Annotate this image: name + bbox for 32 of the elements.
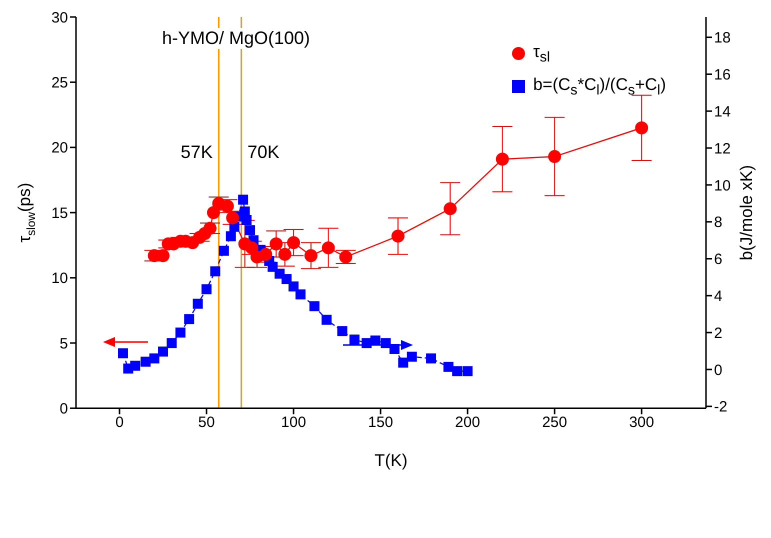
y2-tick-label: 6 [714, 251, 722, 268]
y-tick-label: 0 [60, 400, 68, 418]
x-tick-label: 50 [198, 414, 215, 431]
annotation: h-YMO/ MgO(100) [160, 28, 312, 49]
y2-tick-label: 18 [714, 30, 731, 47]
y-tick-label: 5 [60, 335, 68, 352]
y2-tick-label: 10 [714, 177, 731, 194]
y2-tick-label: 2 [714, 324, 722, 342]
x-tick-label: 0 [115, 414, 124, 431]
y2-tick-label: -2 [714, 398, 728, 416]
y-tick-label: 10 [51, 270, 68, 288]
y2-axis-title: b(J/mole xK) [737, 164, 756, 260]
y-tick-label: 25 [51, 74, 68, 92]
ref-line-label: 57K [180, 142, 213, 162]
y-tick-label: 30 [51, 9, 68, 26]
x-tick-label: 250 [542, 414, 568, 431]
x-tick-label: 100 [281, 414, 306, 431]
x-tick-label: 300 [629, 414, 654, 431]
y-tick-label: 15 [51, 204, 68, 222]
x-axis-title: T(K) [374, 451, 408, 470]
y2-tick-label: 14 [714, 103, 731, 120]
ref-line-label: 70K [247, 142, 280, 162]
x-tick-label: 200 [455, 414, 480, 431]
y2-tick-label: 4 [714, 288, 722, 305]
y-tick-label: 20 [51, 140, 68, 157]
y2-tick-label: 0 [714, 362, 722, 379]
y2-tick-label: 8 [714, 214, 722, 232]
legend-label: τ$_{sl}$ [533, 42, 550, 66]
text: b=(C$_{s}$*C$_{l}$)/(C$_{s}$+C$_{l}$) [533, 75, 666, 99]
x-tick-label: 150 [368, 414, 394, 431]
y2-tick-label: 12 [714, 140, 731, 158]
y2-tick-label: 16 [714, 66, 731, 84]
